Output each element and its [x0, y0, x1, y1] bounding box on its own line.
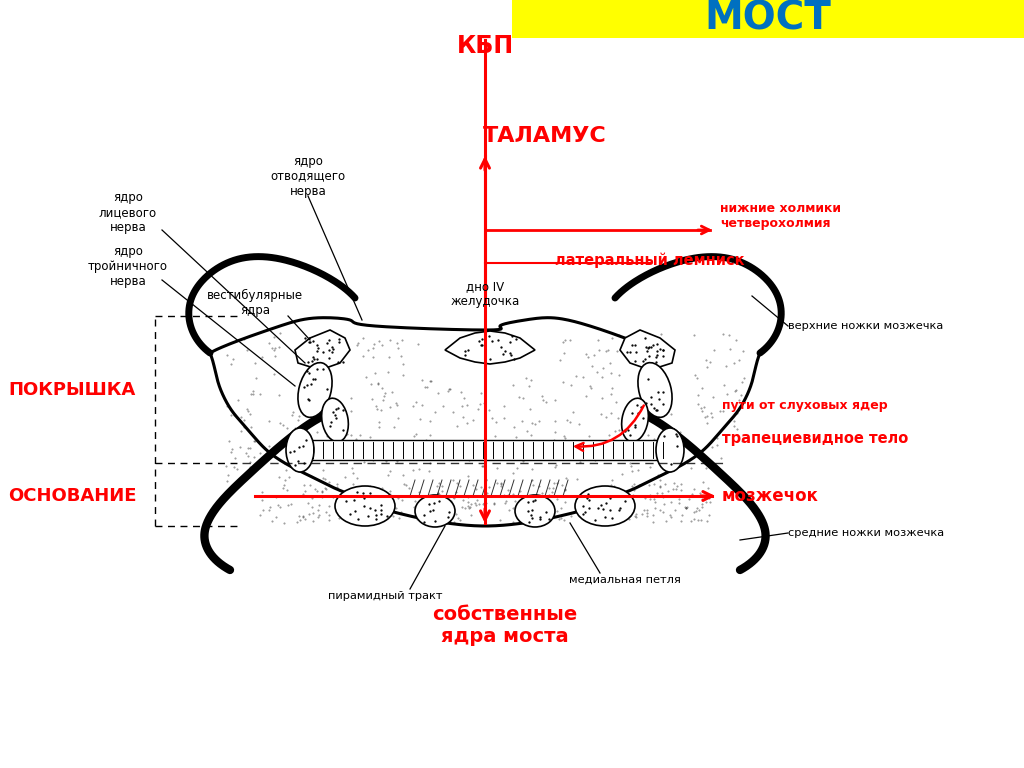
Text: латеральный лемниск: латеральный лемниск [555, 252, 744, 268]
Ellipse shape [622, 399, 648, 442]
Ellipse shape [415, 495, 455, 527]
Ellipse shape [322, 399, 348, 442]
Ellipse shape [298, 362, 332, 417]
FancyArrowPatch shape [575, 406, 644, 451]
Text: собственные
ядра моста: собственные ядра моста [432, 605, 578, 647]
Text: ядро
тройничного
нерва: ядро тройничного нерва [88, 244, 168, 287]
Text: верхние ножки мозжечка: верхние ножки мозжечка [788, 321, 943, 331]
Ellipse shape [656, 428, 684, 472]
Text: дно IV
желудочка: дно IV желудочка [451, 280, 519, 308]
Ellipse shape [638, 362, 672, 417]
Text: МОСТ: МОСТ [705, 0, 831, 38]
Ellipse shape [515, 495, 555, 527]
Text: ПОКРЫШКА: ПОКРЫШКА [8, 381, 135, 399]
Text: средние ножки мозжечка: средние ножки мозжечка [788, 528, 944, 538]
Text: ядро
отводящего
нерва: ядро отводящего нерва [270, 154, 345, 197]
Text: нижние холмики
четверохолмия: нижние холмики четверохолмия [720, 202, 841, 230]
Text: медиальная петля: медиальная петля [569, 575, 681, 585]
Text: пирамидный тракт: пирамидный тракт [328, 591, 442, 601]
Text: мозжечок: мозжечок [722, 487, 819, 505]
Text: КБП: КБП [457, 34, 514, 58]
Text: ОСНОВАНИЕ: ОСНОВАНИЕ [8, 487, 136, 505]
Bar [512, 0, 1024, 38]
Text: ядро
лицевого
нерва: ядро лицевого нерва [99, 191, 157, 234]
Ellipse shape [335, 486, 395, 526]
Polygon shape [295, 330, 350, 370]
Polygon shape [620, 330, 675, 370]
Text: трапециевидное тело: трапециевидное тело [722, 431, 908, 445]
Text: вестибулярные
ядра: вестибулярные ядра [207, 289, 303, 317]
Text: пути от слуховых ядер: пути от слуховых ядер [722, 399, 888, 412]
Bar [305, 440, 665, 460]
Text: ТАЛАМУС: ТАЛАМУС [483, 126, 607, 146]
Polygon shape [445, 331, 535, 364]
Ellipse shape [575, 486, 635, 526]
Ellipse shape [286, 428, 314, 472]
